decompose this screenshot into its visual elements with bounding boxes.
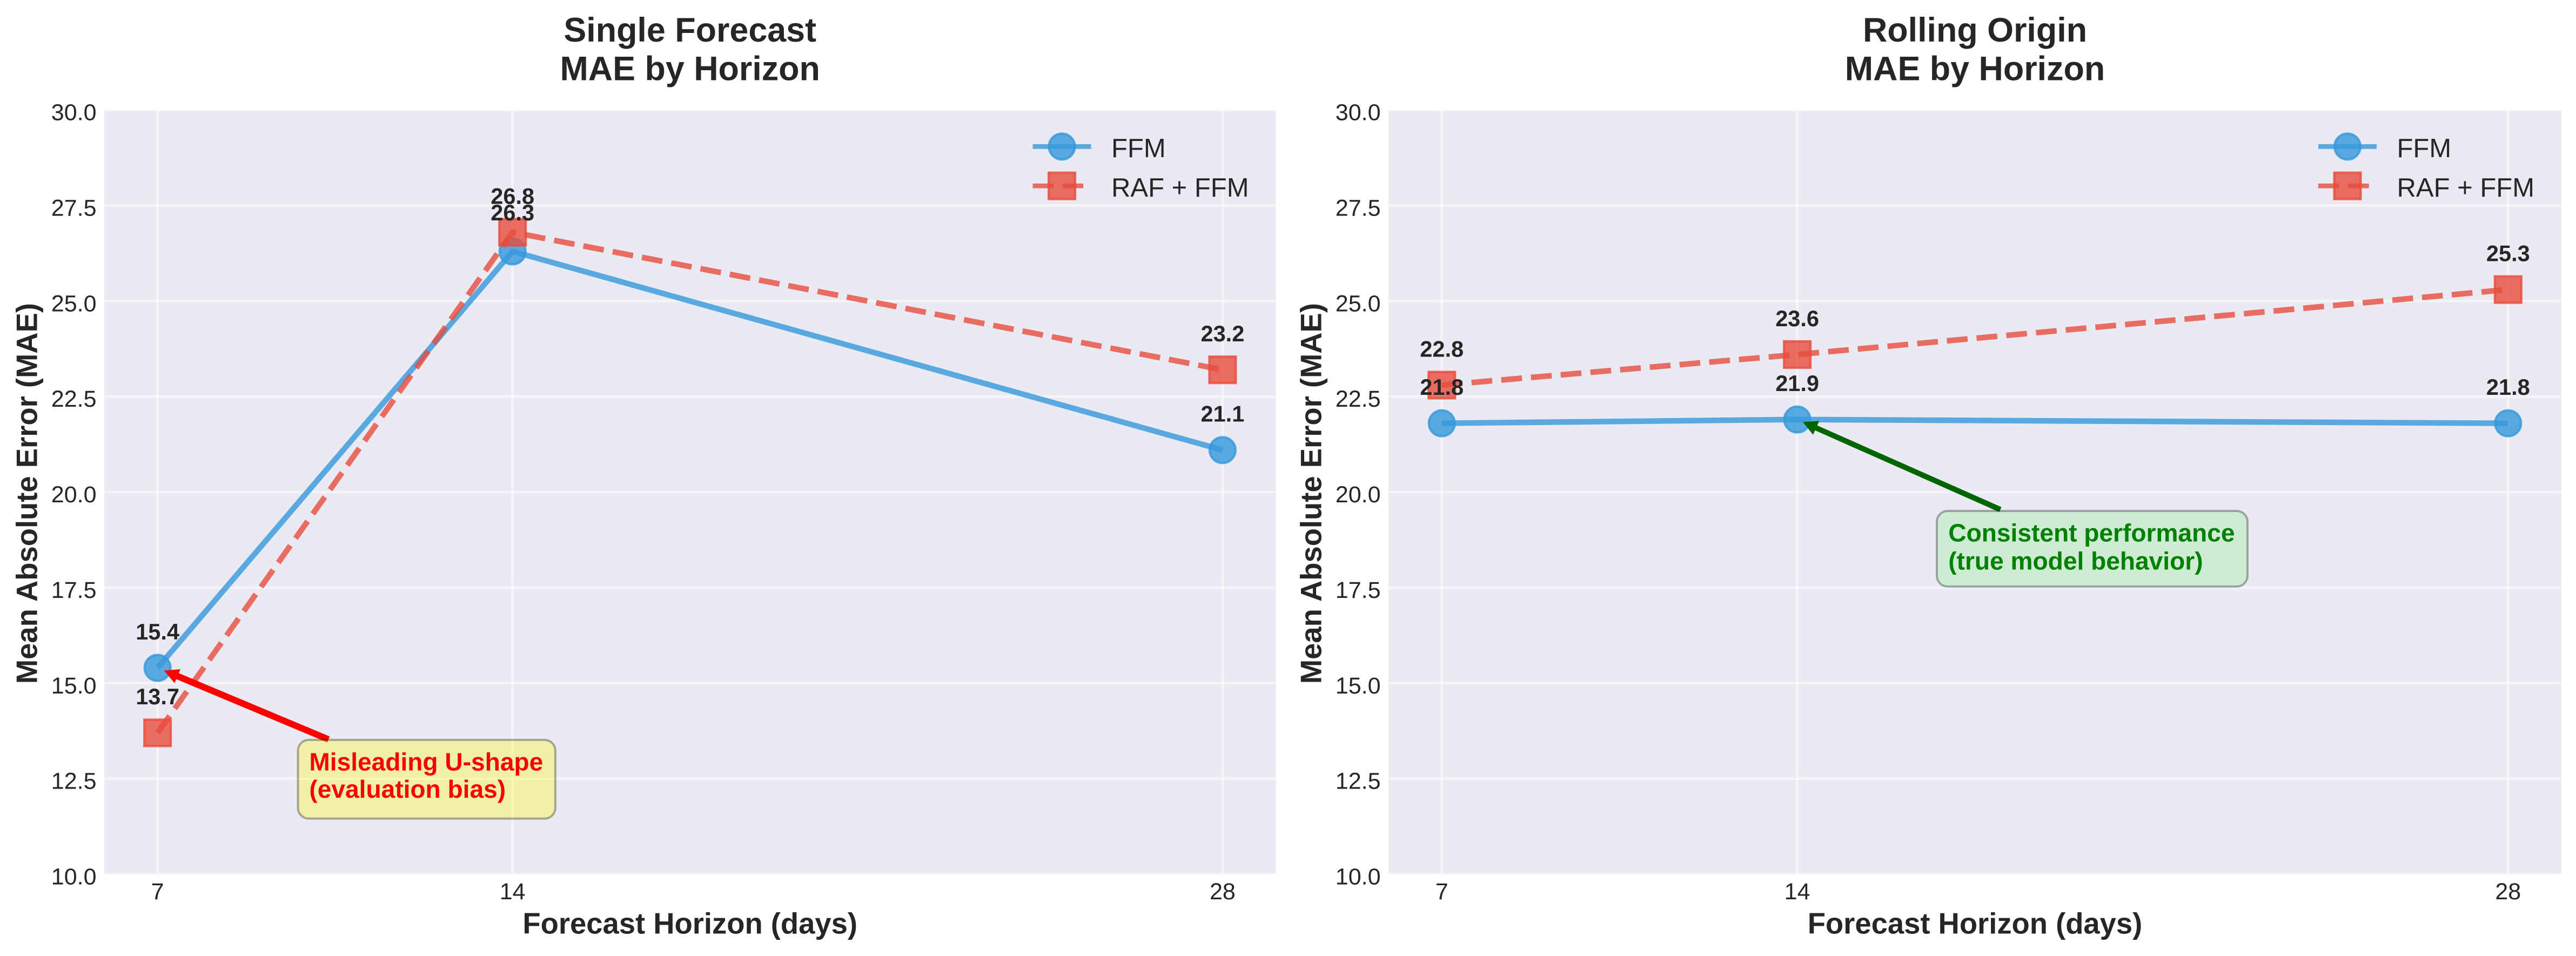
svg-text:FFM: FFM	[2397, 134, 2452, 163]
svg-text:14: 14	[1785, 879, 1810, 905]
svg-text:15.4: 15.4	[136, 619, 179, 644]
svg-text:Misleading U-shape: Misleading U-shape	[309, 748, 543, 776]
svg-text:26.8: 26.8	[491, 183, 534, 208]
svg-text:FFM: FFM	[1111, 134, 1166, 163]
svg-text:15.0: 15.0	[1336, 673, 1381, 699]
svg-text:21.8: 21.8	[1420, 374, 1464, 400]
svg-text:28: 28	[2495, 879, 2521, 905]
svg-text:21.1: 21.1	[1201, 401, 1245, 427]
svg-text:21.8: 21.8	[2486, 374, 2530, 400]
svg-text:30.0: 30.0	[51, 100, 97, 126]
svg-text:10.0: 10.0	[1336, 864, 1381, 890]
svg-text:Consistent performance: Consistent performance	[1948, 519, 2235, 547]
svg-text:13.7: 13.7	[136, 684, 179, 709]
svg-text:17.5: 17.5	[1336, 577, 1381, 603]
svg-text:14: 14	[500, 879, 526, 905]
svg-text:17.5: 17.5	[51, 577, 97, 603]
svg-text:Forecast Horizon (days): Forecast Horizon (days)	[1808, 907, 2143, 940]
svg-text:25.0: 25.0	[1336, 291, 1381, 317]
svg-text:26.3: 26.3	[491, 200, 534, 225]
svg-text:10.0: 10.0	[51, 864, 97, 890]
svg-text:12.5: 12.5	[1336, 769, 1381, 795]
svg-text:RAF + FFM: RAF + FFM	[2397, 173, 2535, 203]
svg-text:RAF + FFM: RAF + FFM	[1111, 173, 1249, 203]
svg-text:21.9: 21.9	[1775, 371, 1819, 396]
svg-text:30.0: 30.0	[1336, 100, 1381, 126]
svg-text:(true model behavior): (true model behavior)	[1948, 547, 2203, 575]
svg-text:15.0: 15.0	[51, 673, 97, 699]
svg-text:MAE by Horizon: MAE by Horizon	[560, 50, 820, 87]
svg-text:22.5: 22.5	[1336, 386, 1381, 412]
svg-text:22.8: 22.8	[1420, 336, 1464, 361]
svg-text:25.3: 25.3	[2486, 241, 2530, 266]
svg-text:7: 7	[151, 879, 164, 905]
svg-text:7: 7	[1435, 879, 1448, 905]
svg-text:20.0: 20.0	[51, 482, 97, 508]
svg-text:28: 28	[1210, 879, 1236, 905]
svg-text:Forecast Horizon (days): Forecast Horizon (days)	[522, 907, 857, 940]
svg-text:Mean Absolute Error (MAE): Mean Absolute Error (MAE)	[1294, 303, 1327, 684]
svg-text:22.5: 22.5	[51, 386, 97, 412]
svg-text:MAE by Horizon: MAE by Horizon	[1845, 50, 2105, 87]
svg-text:12.5: 12.5	[51, 769, 97, 795]
svg-text:27.5: 27.5	[51, 196, 97, 221]
svg-text:Mean Absolute Error (MAE): Mean Absolute Error (MAE)	[10, 303, 43, 684]
svg-text:20.0: 20.0	[1336, 482, 1381, 508]
svg-text:(evaluation bias): (evaluation bias)	[309, 775, 506, 803]
svg-text:23.6: 23.6	[1775, 306, 1819, 331]
svg-text:23.2: 23.2	[1201, 321, 1245, 346]
svg-text:27.5: 27.5	[1336, 196, 1381, 221]
svg-text:Rolling Origin: Rolling Origin	[1863, 11, 2087, 49]
svg-text:Single Forecast: Single Forecast	[564, 11, 816, 49]
svg-text:25.0: 25.0	[51, 291, 97, 317]
